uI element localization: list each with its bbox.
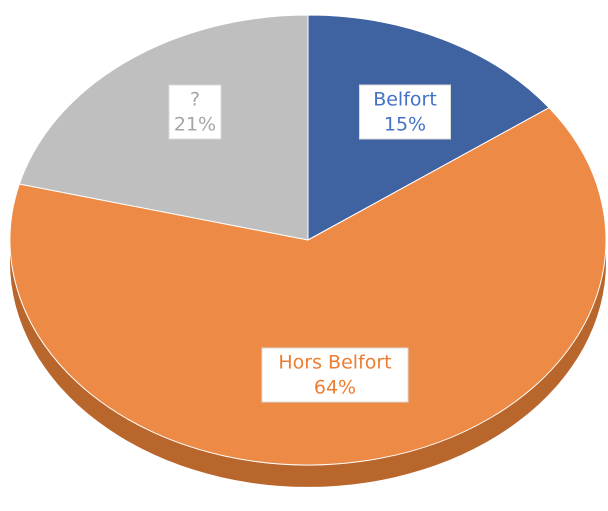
label-value: 64% — [314, 377, 356, 399]
label-category: Belfort — [373, 89, 437, 111]
data-label: ? 21% — [168, 84, 222, 140]
pie-slice — [9, 107, 607, 466]
label-category: ? — [190, 89, 200, 111]
data-label: Belfort 15% — [359, 84, 451, 140]
label-category: Hors Belfort — [278, 352, 391, 374]
label-box — [168, 84, 222, 140]
data-label: Hors Belfort 64% — [261, 347, 409, 403]
pie-slice — [18, 14, 309, 241]
label-value: 15% — [384, 114, 426, 136]
label-box — [359, 84, 451, 140]
label-value: 21% — [174, 114, 216, 136]
label-box — [261, 347, 409, 403]
